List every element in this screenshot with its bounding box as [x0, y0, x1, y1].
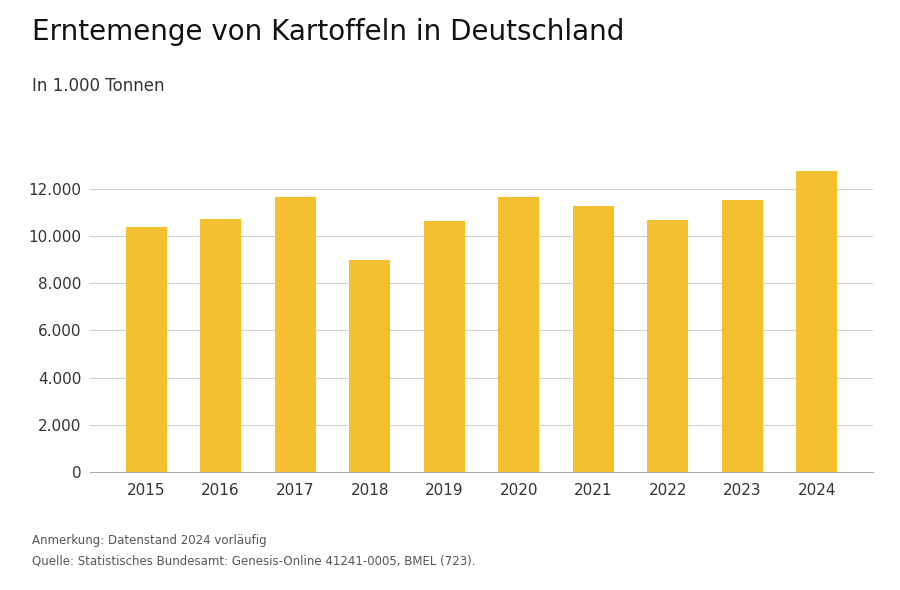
Bar: [499, 197, 539, 472]
Text: In 1.000 Tonnen: In 1.000 Tonnen: [32, 77, 164, 95]
Text: Anmerkung: Datenstand 2024 vorläufig: Anmerkung: Datenstand 2024 vorläufig: [32, 534, 266, 547]
Text: Quelle: Statistisches Bundesamt: Genesis-Online 41241-0005, BMEL (723).: Quelle: Statistisches Bundesamt: Genesis…: [32, 555, 475, 568]
Bar: [796, 171, 837, 472]
Bar: [200, 218, 241, 472]
Bar: [424, 221, 464, 472]
Text: Erntemenge von Kartoffeln in Deutschland: Erntemenge von Kartoffeln in Deutschland: [32, 18, 624, 45]
Bar: [572, 206, 614, 472]
Bar: [722, 200, 763, 472]
Bar: [126, 227, 166, 472]
Bar: [647, 220, 688, 472]
Bar: [349, 260, 391, 472]
Bar: [274, 197, 316, 472]
